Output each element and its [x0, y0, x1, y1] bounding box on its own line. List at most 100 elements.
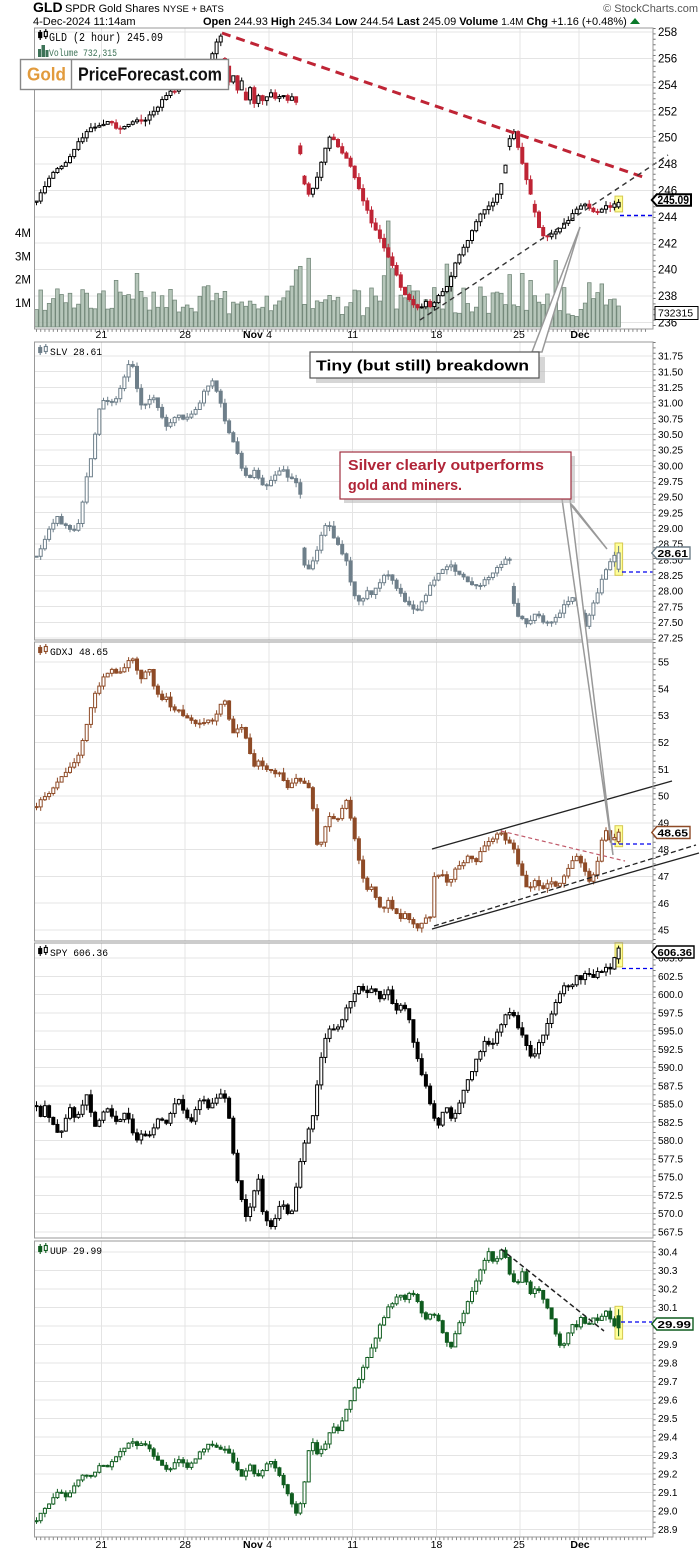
svg-text:SLV 28.61: SLV 28.61 — [50, 348, 102, 359]
svg-text:52: 52 — [658, 738, 670, 749]
svg-text:49: 49 — [658, 818, 670, 829]
svg-text:Nov: Nov — [243, 329, 263, 341]
svg-text:46: 46 — [658, 899, 670, 910]
svg-text:28.9: 28.9 — [658, 1525, 678, 1536]
svg-text:Volume 732,315: Volume 732,315 — [49, 48, 117, 60]
svg-text:28: 28 — [179, 1539, 191, 1551]
svg-text:28.75: 28.75 — [658, 540, 683, 551]
svg-text:242: 242 — [658, 238, 677, 250]
svg-text:29.5: 29.5 — [658, 1414, 678, 1425]
svg-text:18: 18 — [431, 329, 443, 341]
svg-text:732315: 732315 — [658, 308, 693, 320]
svg-text:29.2: 29.2 — [658, 1470, 678, 1481]
svg-text:252: 252 — [658, 106, 677, 118]
svg-text:Open 244.93 High 245.34 Low 24: Open 244.93 High 245.34 Low 244.54 Last … — [203, 16, 627, 28]
svg-text:29.99: 29.99 — [658, 1319, 692, 1331]
svg-text:28: 28 — [179, 329, 191, 341]
svg-text:© StockCharts.com: © StockCharts.com — [603, 3, 698, 15]
svg-text:254: 254 — [658, 80, 678, 92]
svg-text:29.75: 29.75 — [658, 477, 683, 488]
svg-text:30.3: 30.3 — [658, 1266, 678, 1277]
svg-text:572.5: 572.5 — [658, 1191, 683, 1202]
svg-text:Dec: Dec — [570, 329, 589, 341]
svg-text:31.00: 31.00 — [658, 399, 683, 410]
svg-text:50: 50 — [658, 792, 670, 803]
svg-text:597.5: 597.5 — [658, 1008, 683, 1019]
svg-text:GLD: GLD — [33, 0, 63, 15]
svg-text:30.1: 30.1 — [658, 1303, 678, 1314]
svg-text:590.0: 590.0 — [658, 1063, 683, 1074]
svg-text:29.00: 29.00 — [658, 524, 683, 535]
svg-text:602.5: 602.5 — [658, 972, 683, 983]
svg-text:244: 244 — [658, 212, 678, 224]
svg-text:256: 256 — [658, 54, 677, 66]
svg-text:575.0: 575.0 — [658, 1173, 683, 1184]
svg-text:47: 47 — [658, 872, 670, 883]
svg-text:585.0: 585.0 — [658, 1100, 683, 1111]
svg-text:600.0: 600.0 — [658, 990, 683, 1001]
svg-text:567.5: 567.5 — [658, 1228, 683, 1239]
svg-text:Nov: Nov — [243, 1539, 263, 1551]
svg-text:236: 236 — [658, 318, 677, 330]
svg-text:248: 248 — [658, 159, 677, 171]
svg-text:25: 25 — [513, 329, 525, 341]
svg-text:45: 45 — [658, 926, 670, 937]
svg-text:577.5: 577.5 — [658, 1155, 683, 1166]
svg-text:595.0: 595.0 — [658, 1027, 683, 1038]
svg-text:2M: 2M — [15, 275, 31, 287]
svg-text:30.25: 30.25 — [658, 446, 683, 457]
svg-text:30.50: 30.50 — [658, 430, 683, 441]
svg-text:582.5: 582.5 — [658, 1118, 683, 1129]
svg-text:Dec: Dec — [570, 1539, 589, 1551]
svg-text:31.75: 31.75 — [658, 352, 683, 363]
svg-text:250: 250 — [658, 133, 677, 145]
svg-text:1M: 1M — [15, 298, 31, 310]
svg-text:51: 51 — [658, 765, 670, 776]
svg-text:SPDR Gold Shares: SPDR Gold Shares — [65, 3, 160, 15]
svg-text:30.00: 30.00 — [658, 461, 683, 472]
svg-text:54: 54 — [658, 684, 670, 695]
svg-text:Tiny (but still) breakdown: Tiny (but still) breakdown — [316, 359, 529, 375]
svg-text:21: 21 — [96, 1539, 108, 1551]
svg-text:4: 4 — [266, 329, 272, 341]
svg-text:4M: 4M — [15, 228, 31, 240]
svg-text:29.1: 29.1 — [658, 1488, 678, 1499]
svg-text:29.0: 29.0 — [658, 1507, 678, 1518]
svg-text:48: 48 — [658, 845, 670, 856]
svg-text:240: 240 — [658, 265, 677, 277]
svg-text:29.3: 29.3 — [658, 1451, 678, 1462]
svg-text:28.50: 28.50 — [658, 555, 683, 566]
svg-text:29.8: 29.8 — [658, 1359, 678, 1370]
svg-text:18: 18 — [431, 1539, 443, 1551]
svg-text:Gold: Gold — [27, 64, 66, 85]
svg-text:31.25: 31.25 — [658, 383, 683, 394]
svg-text:gold and miners.: gold and miners. — [348, 478, 462, 494]
svg-text:3M: 3M — [15, 251, 31, 263]
svg-text:GLD (2 hour) 245.09: GLD (2 hour) 245.09 — [49, 32, 163, 45]
svg-text:29.25: 29.25 — [658, 508, 683, 519]
svg-text:605.0: 605.0 — [658, 954, 683, 965]
svg-text:28.61: 28.61 — [658, 548, 689, 560]
svg-text:27.25: 27.25 — [658, 634, 683, 645]
svg-text:570.0: 570.0 — [658, 1209, 683, 1220]
svg-text:606.36: 606.36 — [658, 947, 693, 959]
svg-text:27.75: 27.75 — [658, 602, 683, 613]
svg-text:Silver clearly outperforms: Silver clearly outperforms — [348, 458, 544, 474]
svg-text:55: 55 — [658, 658, 670, 669]
svg-text:NYSE + BATS: NYSE + BATS — [163, 4, 224, 15]
svg-text:PriceForecast.com: PriceForecast.com — [78, 64, 222, 85]
svg-text:48.65: 48.65 — [658, 827, 689, 839]
svg-text:29.4: 29.4 — [658, 1433, 678, 1444]
svg-text:SPY 606.36: SPY 606.36 — [50, 949, 108, 960]
svg-text:28.00: 28.00 — [658, 587, 683, 598]
svg-text:GDXJ 48.65: GDXJ 48.65 — [50, 648, 108, 659]
svg-text:29.7: 29.7 — [658, 1377, 678, 1388]
svg-text:238: 238 — [658, 291, 677, 303]
svg-text:29.6: 29.6 — [658, 1396, 678, 1407]
svg-text:4: 4 — [266, 1539, 272, 1551]
svg-text:11: 11 — [347, 329, 358, 341]
svg-text:258: 258 — [658, 27, 677, 39]
svg-text:27.50: 27.50 — [658, 618, 683, 629]
svg-text:245.09: 245.09 — [658, 195, 690, 207]
svg-text:53: 53 — [658, 711, 670, 722]
